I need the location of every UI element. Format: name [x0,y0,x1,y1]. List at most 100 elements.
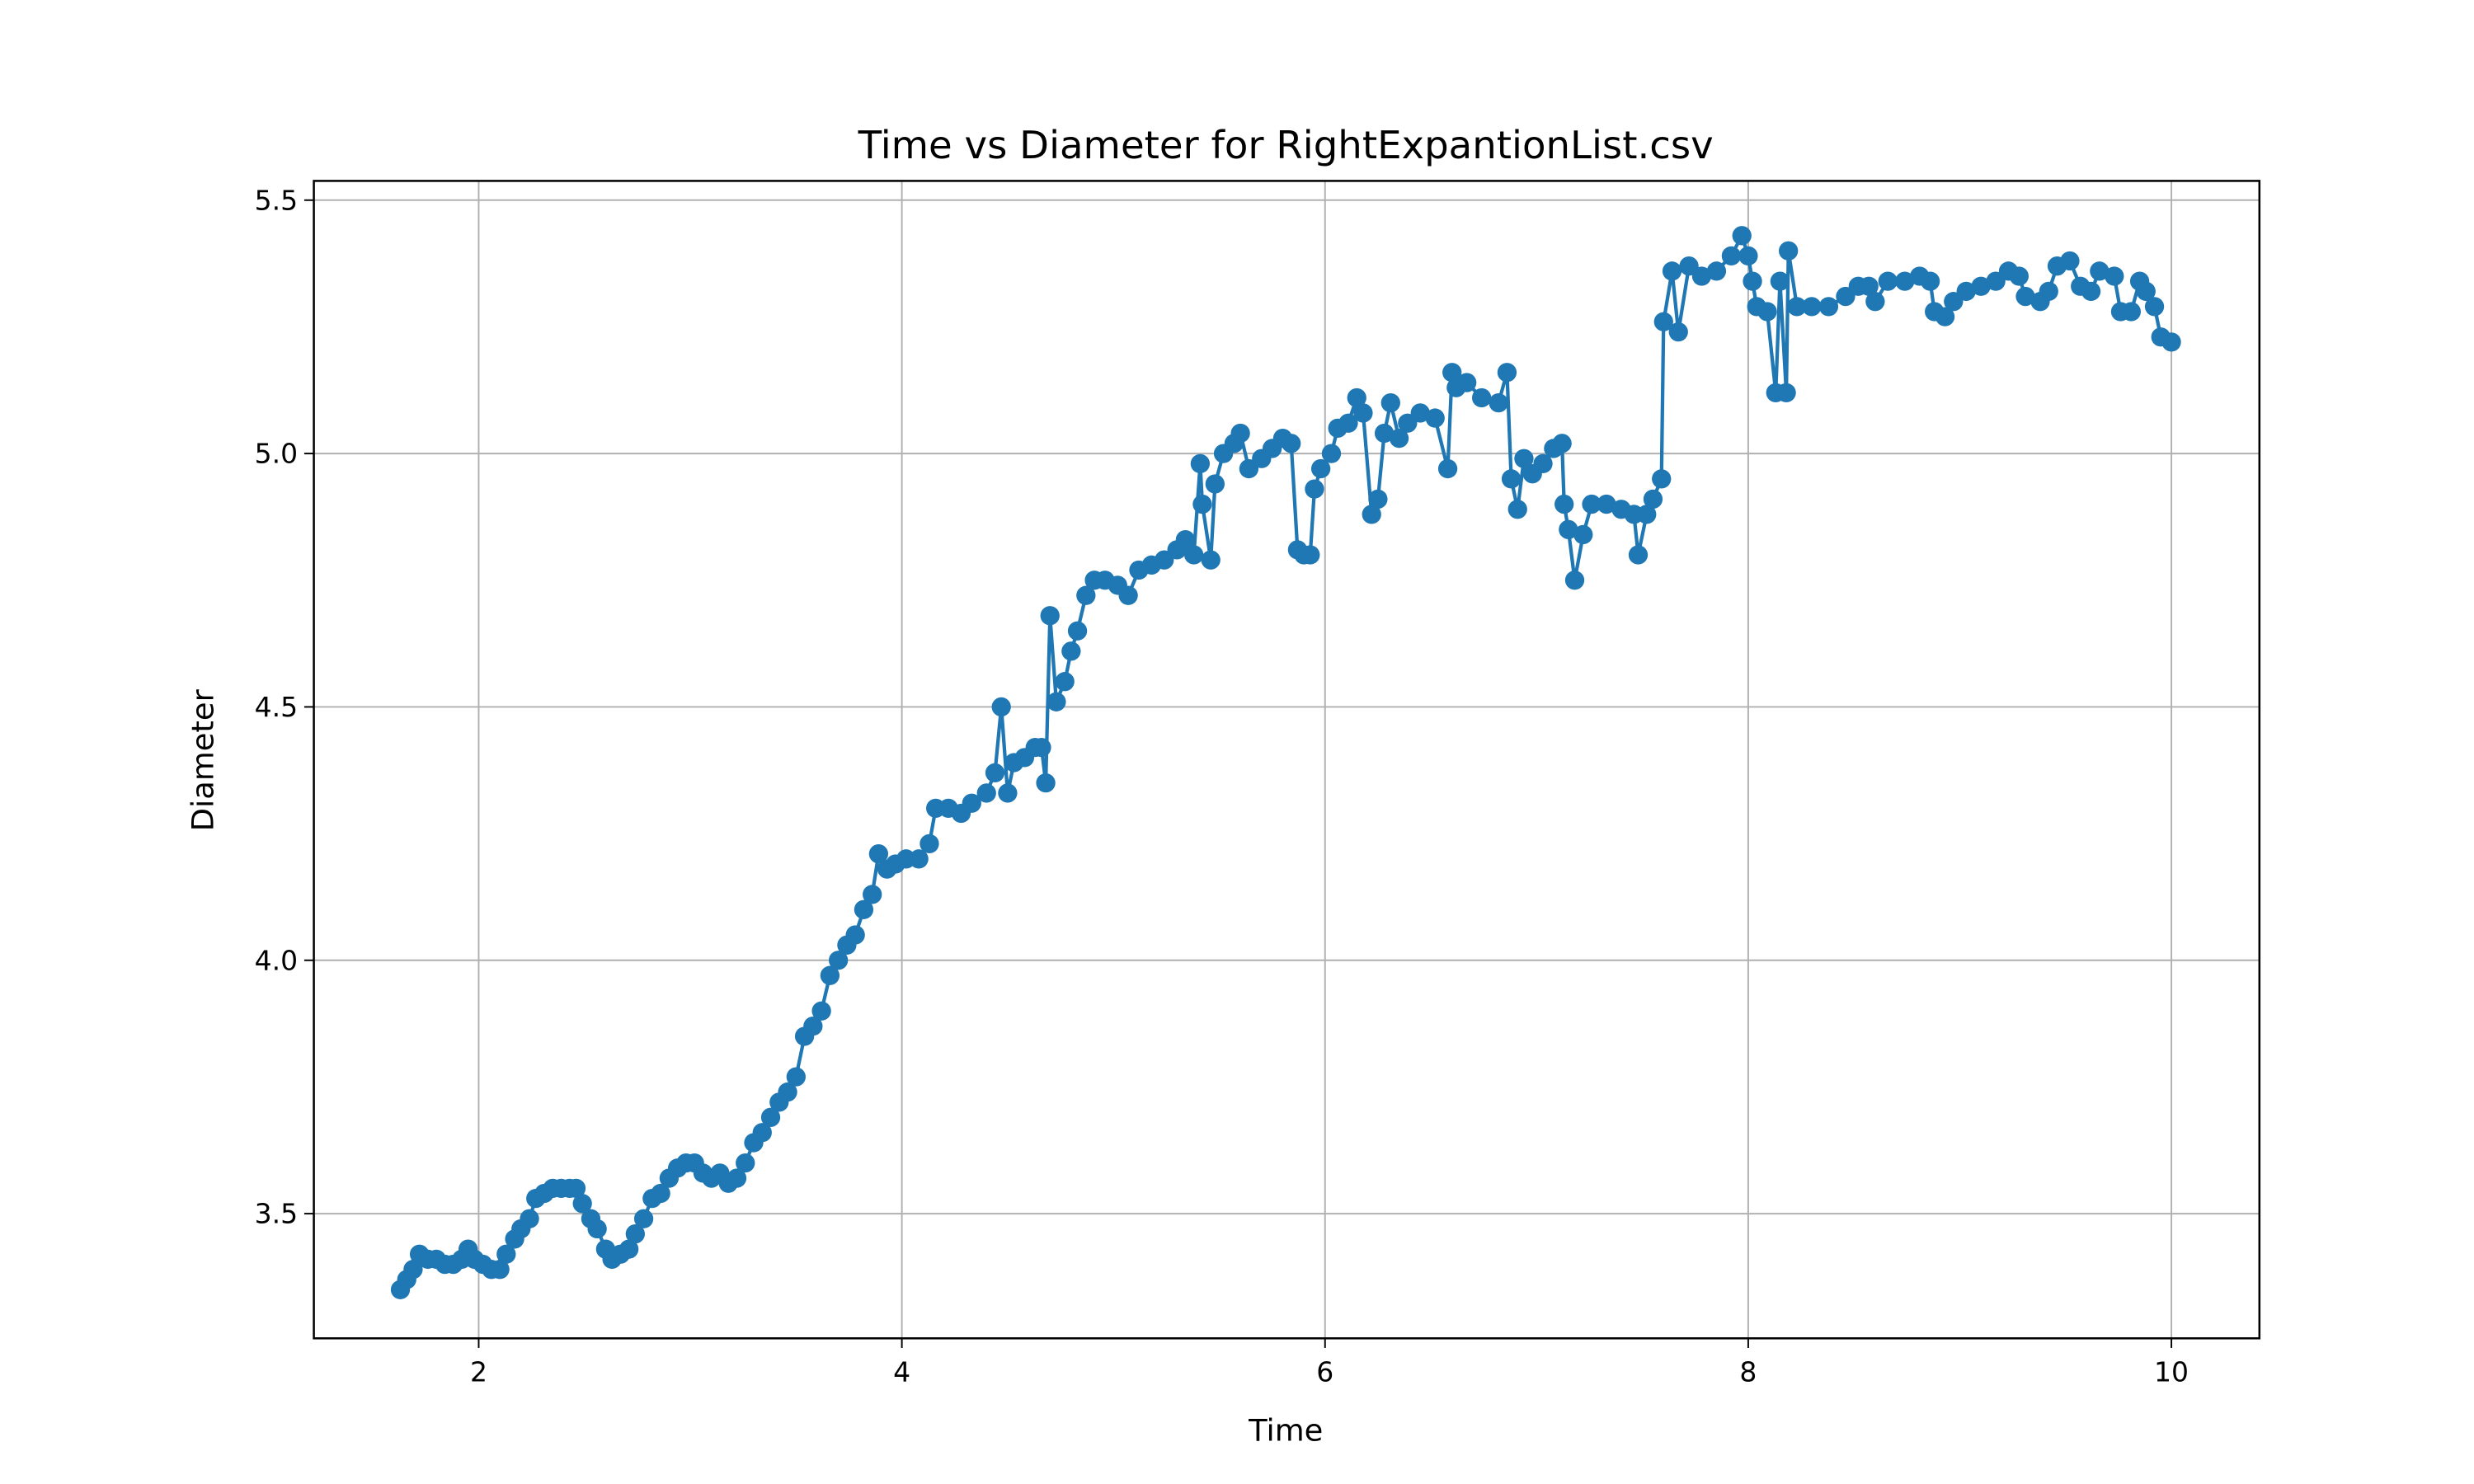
data-point [778,1082,797,1102]
x-tick-label: 10 [2154,1356,2189,1388]
data-point [1457,373,1477,392]
data-point [1201,550,1221,570]
data-point [1437,458,1458,479]
x-tick-label: 6 [1316,1356,1333,1388]
data-point [1818,297,1839,317]
data-point [2039,281,2058,302]
data-point [633,1209,654,1228]
data-point [1067,621,1088,641]
data-point [1559,519,1578,539]
data-point [1757,302,1777,322]
data-point [1787,297,1807,317]
data-point [2136,281,2156,302]
data-point [1230,423,1250,444]
data-point [1347,387,1366,408]
data-point [1055,672,1075,692]
data-point [1442,363,1462,383]
y-axis-label: Diameter [185,688,220,831]
data-point [998,783,1018,803]
data-point [1597,494,1616,514]
data-point [1628,545,1649,565]
data-point [1738,246,1758,266]
data-point [1653,312,1673,331]
data-point [1190,453,1211,474]
data-point [1776,383,1796,402]
data-point [1497,363,1517,383]
data-point [1637,505,1657,524]
data-point [2090,261,2109,281]
data-point [1118,585,1138,605]
data-point [1652,469,1672,489]
data-point [1040,606,1060,626]
data-point [1865,292,1885,312]
data-point [1410,403,1430,423]
x-axis-label: Time [1248,1413,1323,1449]
data-point [727,1168,747,1188]
data-point [1732,226,1752,246]
data-point [1779,241,1799,261]
data-point [1501,469,1522,489]
data-point [1935,307,1955,326]
data-point [1802,297,1822,317]
data-point [1721,246,1742,266]
data-point [2105,266,2124,286]
data-point [1859,276,1879,296]
data-point [920,834,939,854]
y-tick-label: 5.5 [255,184,298,216]
data-point [1032,737,1051,758]
data-point [1895,271,1915,291]
data-point [2081,281,2101,302]
data-point [863,885,882,904]
plot-frame [313,180,2261,1340]
data-point [1668,322,1688,342]
data-point [1507,500,1527,519]
data-point [1374,423,1395,444]
data-point [1205,474,1225,494]
data-point [803,1017,823,1036]
data-point [1971,276,1991,296]
y-tick-label: 4.0 [255,944,298,976]
data-point [2144,297,2165,317]
data-point [1175,529,1196,550]
data-point [820,965,840,985]
data-point [572,1194,592,1214]
data-point [403,1260,423,1280]
data-point [496,1244,516,1264]
data-point [651,1183,670,1204]
data-point [868,844,889,864]
data-point [618,1239,639,1259]
data-point [1282,434,1301,453]
data-point [1471,387,1492,408]
data-point [1389,429,1409,448]
data-point [828,951,849,970]
data-point [909,849,929,869]
data-point [1061,641,1081,661]
data-point [2009,266,2029,286]
data-point [1184,545,1204,565]
data-point [1582,494,1602,514]
data-point [1362,505,1381,524]
data-point [786,1067,806,1087]
data-point [1533,453,1553,474]
data-point [2161,332,2181,352]
y-tick-label: 5.0 [255,438,298,470]
data-point [1514,448,1534,468]
data-point [1573,524,1593,545]
data-point [991,697,1011,717]
data-point [566,1178,586,1199]
data-point [845,925,865,945]
data-point [976,783,996,803]
data-point [625,1224,645,1244]
data-point [1564,571,1585,590]
data-point [1554,494,1574,514]
data-point [1300,545,1320,565]
chart-title: Time vs Diameter for RightExpantionList.… [858,123,1714,167]
data-point [962,793,981,813]
x-tick-label: 4 [893,1356,910,1388]
data-point [1691,266,1712,286]
data-point [1338,413,1358,433]
data-point [2121,302,2141,322]
data-point [1368,489,1388,510]
